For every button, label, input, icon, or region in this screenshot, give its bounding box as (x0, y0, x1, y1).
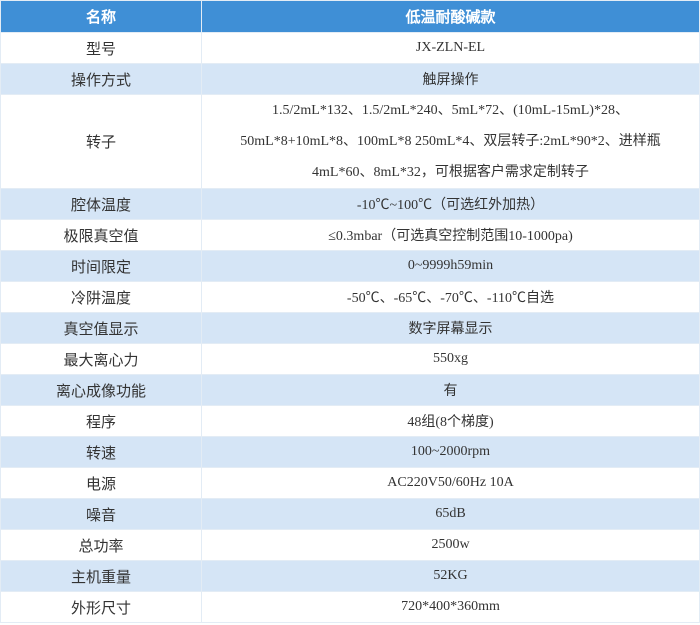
label-cell: 操作方式 (0, 63, 202, 95)
value-cell: 48组(8个梯度) (201, 405, 700, 437)
row: 真空值显示 数字屏幕显示 (0, 312, 700, 344)
value-cell: 1.5/2mL*132、1.5/2mL*240、5mL*72、(10mL-15m… (201, 94, 700, 189)
header-cell: 名称 (0, 0, 202, 33)
label-cell: 最大离心力 (0, 343, 202, 375)
row: 外形尺寸 720*400*360mm (0, 591, 700, 623)
value-cell: 65dB (201, 498, 700, 530)
label-cell: 极限真空值 (0, 219, 202, 251)
row: 转速 100~2000rpm (0, 436, 700, 468)
label-cell: 离心成像功能 (0, 374, 202, 406)
value-cell: 2500w (201, 529, 700, 561)
value-line: 4mL*60、8mL*32，可根据客户需求定制转子 (312, 165, 589, 180)
value-cell: 100~2000rpm (201, 436, 700, 468)
row: 噪音 65dB (0, 498, 700, 530)
value-cell: AC220V50/60Hz 10A (201, 467, 700, 499)
label-cell: 主机重量 (0, 560, 202, 592)
label-cell: 真空值显示 (0, 312, 202, 344)
label-cell: 噪音 (0, 498, 202, 530)
label-cell: 冷阱温度 (0, 281, 202, 313)
value-cell: 触屏操作 (201, 63, 700, 95)
label-cell: 程序 (0, 405, 202, 437)
label-cell: 转速 (0, 436, 202, 468)
label-cell: 型号 (0, 32, 202, 64)
value-cell: -10℃~100℃（可选红外加热） (201, 188, 700, 220)
value-line: 1.5/2mL*132、1.5/2mL*240、5mL*72、(10mL-15m… (272, 103, 629, 118)
row: 型号 JX-ZLN-EL (0, 32, 700, 64)
row: 时间限定 0~9999h59min (0, 250, 700, 282)
row: 最大离心力 550xg (0, 343, 700, 375)
value-cell: 52KG (201, 560, 700, 592)
label-cell: 总功率 (0, 529, 202, 561)
label-cell: 转子 (0, 94, 202, 189)
value-cell: 720*400*360mm (201, 591, 700, 623)
value-cell: 有 (201, 374, 700, 406)
row: 电源 AC220V50/60Hz 10A (0, 467, 700, 499)
row: 主机重量 52KG (0, 560, 700, 592)
row: 总功率 2500w (0, 529, 700, 561)
row: 离心成像功能有 (0, 374, 700, 406)
header-cell: 低温耐酸碱款 (201, 0, 700, 33)
value-cell: ≤0.3mbar（可选真空控制范围10-1000pa) (201, 219, 700, 251)
header-row: 名称 低温耐酸碱款 (0, 0, 700, 33)
value-cell: 数字屏幕显示 (201, 312, 700, 344)
label-cell: 时间限定 (0, 250, 202, 282)
value-cell: 0~9999h59min (201, 250, 700, 282)
label-cell: 外形尺寸 (0, 591, 202, 623)
value-line: 50mL*8+10mL*8、100mL*8 250mL*4、双层转子:2mL*9… (240, 134, 661, 149)
row: 腔体温度 -10℃~100℃（可选红外加热） (0, 188, 700, 220)
value-cell: JX-ZLN-EL (201, 32, 700, 64)
value-cell: -50℃、-65℃、-70℃、-110℃自选 (201, 281, 700, 313)
label-cell: 腔体温度 (0, 188, 202, 220)
row: 极限真空值 ≤0.3mbar（可选真空控制范围10-1000pa) (0, 219, 700, 251)
value-cell: 550xg (201, 343, 700, 375)
row: 操作方式 触屏操作 (0, 63, 700, 95)
row: 程序 48组(8个梯度) (0, 405, 700, 437)
label-cell: 电源 (0, 467, 202, 499)
row: 冷阱温度 -50℃、-65℃、-70℃、-110℃自选 (0, 281, 700, 313)
row: 转子 1.5/2mL*132、1.5/2mL*240、5mL*72、(10mL-1… (0, 94, 700, 189)
